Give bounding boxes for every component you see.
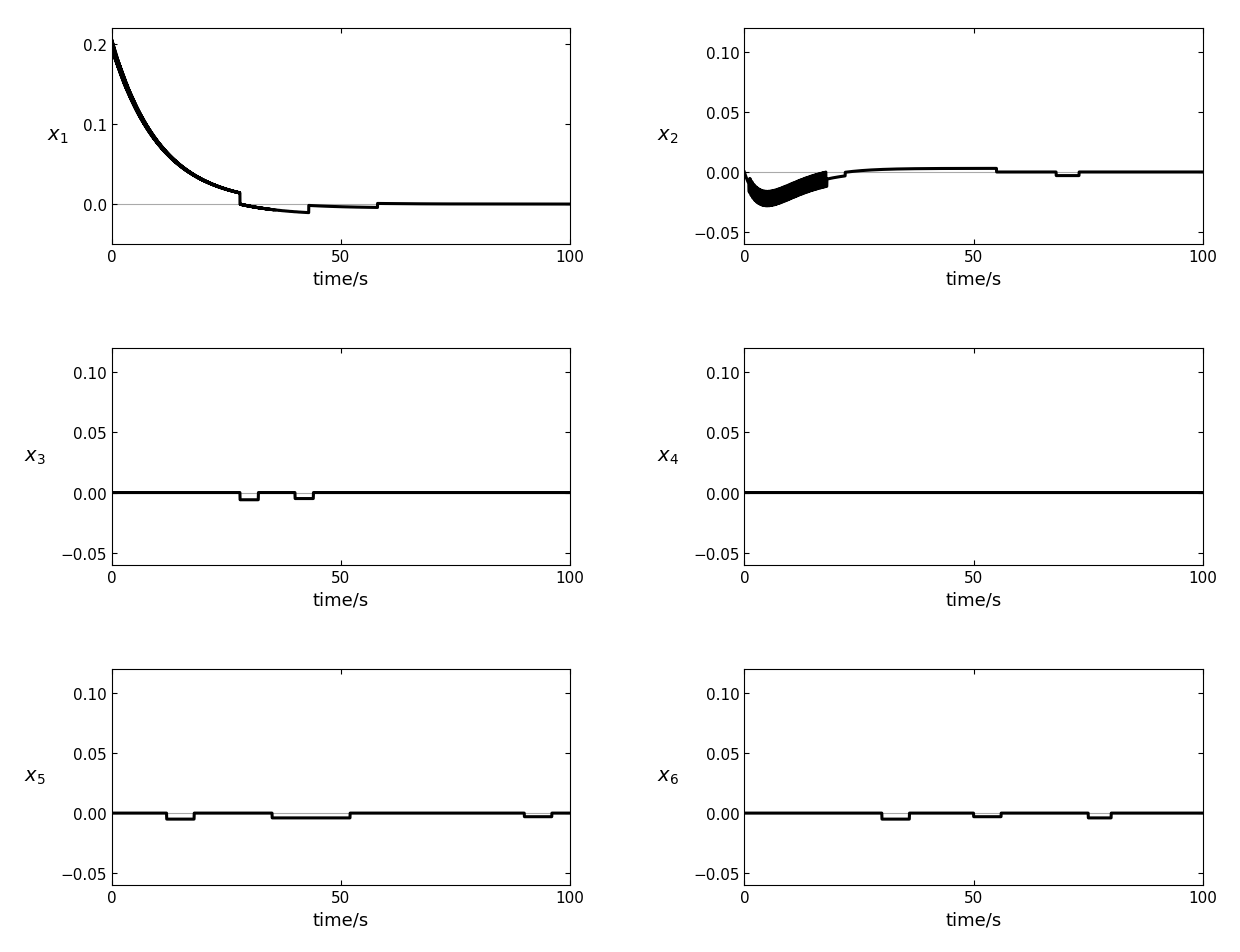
Y-axis label: $x_{6}$: $x_{6}$: [657, 767, 678, 786]
Y-axis label: $x_{4}$: $x_{4}$: [657, 447, 678, 466]
Y-axis label: $x_{1}$: $x_{1}$: [47, 128, 68, 147]
Y-axis label: $x_{5}$: $x_{5}$: [25, 767, 46, 786]
Y-axis label: $x_{3}$: $x_{3}$: [25, 447, 46, 466]
X-axis label: time/s: time/s: [312, 270, 370, 288]
X-axis label: time/s: time/s: [312, 911, 370, 929]
X-axis label: time/s: time/s: [312, 590, 370, 608]
X-axis label: time/s: time/s: [945, 590, 1002, 608]
X-axis label: time/s: time/s: [945, 270, 1002, 288]
Y-axis label: $x_{2}$: $x_{2}$: [657, 128, 678, 147]
X-axis label: time/s: time/s: [945, 911, 1002, 929]
